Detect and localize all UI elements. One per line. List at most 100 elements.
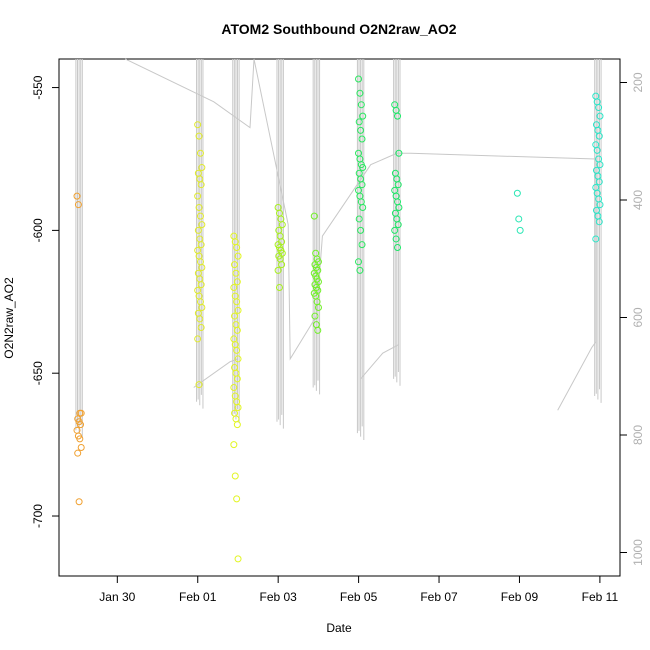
data-point-1-6 xyxy=(197,181,205,189)
data-point-1-1 xyxy=(195,132,203,140)
x-axis-label: Date xyxy=(326,621,352,635)
data-point-5-4 xyxy=(355,118,363,126)
data-point-2-7 xyxy=(230,284,238,292)
profile-track xyxy=(125,58,597,411)
y-tick-label: -550 xyxy=(31,75,45,99)
plot-area xyxy=(58,58,621,577)
data-point-4-18 xyxy=(311,312,319,320)
y-tick-label: -650 xyxy=(31,361,45,385)
data-point-5-0 xyxy=(355,75,363,83)
data-point-1-26 xyxy=(196,315,204,323)
data-point-8-6 xyxy=(595,132,603,140)
data-point-2-2 xyxy=(233,244,241,252)
data-point-6-14 xyxy=(391,226,399,234)
data-point-2-21 xyxy=(230,383,238,391)
data-point-6-2 xyxy=(394,112,402,120)
data-point-6-15 xyxy=(392,235,400,243)
data-point-3-13 xyxy=(278,261,286,269)
y2-tick-label: 1000 xyxy=(631,539,645,566)
data-point-0-3 xyxy=(77,409,85,417)
data-point-1-17 xyxy=(198,264,206,272)
data-point-5-2 xyxy=(357,101,365,109)
data-point-1-13 xyxy=(197,241,205,249)
data-point-5-3 xyxy=(359,112,367,120)
data-point-5-20 xyxy=(358,241,366,249)
data-point-5-10 xyxy=(359,164,367,172)
x-tick-label: Feb 03 xyxy=(259,590,297,604)
y2-tick-label: 800 xyxy=(631,425,645,445)
data-point-2-6 xyxy=(233,278,241,286)
x-tick-label: Jan 30 xyxy=(99,590,135,604)
data-point-6-6 xyxy=(394,181,402,189)
data-point-2-24 xyxy=(234,403,242,411)
data-point-2-30 xyxy=(233,495,241,503)
y2-axis: 200 400 600 800 1000 xyxy=(620,72,645,566)
data-point-2-31 xyxy=(234,555,242,563)
data-point-5-22 xyxy=(356,266,364,274)
profile-track2 xyxy=(193,358,239,388)
data-point-3-14 xyxy=(274,266,282,274)
data-point-2-17 xyxy=(234,355,242,363)
x-tick-label: Feb 09 xyxy=(501,590,539,604)
chart-title: ATOM2 Southbound O2N2raw_AO2 xyxy=(221,21,456,37)
data-point-7-2 xyxy=(516,226,524,234)
y2-tick-label: 600 xyxy=(631,307,645,327)
y2-tick-label: 200 xyxy=(631,72,645,92)
data-point-1-9 xyxy=(196,212,204,220)
data-point-0-9 xyxy=(76,435,84,443)
data-point-2-27 xyxy=(233,421,241,429)
data-point-2-4 xyxy=(231,261,239,269)
data-point-4-20 xyxy=(314,326,322,334)
data-point-5-5 xyxy=(357,126,365,134)
y-axis: -550 -600 -650 -700 xyxy=(31,75,59,528)
y-tick-label: -600 xyxy=(31,218,45,242)
x-tick-label: Feb 11 xyxy=(582,590,619,604)
profile-track3 xyxy=(360,344,400,380)
data-point-0-10 xyxy=(77,443,85,451)
data-point-1-3 xyxy=(198,164,206,172)
data-point-4-17 xyxy=(314,304,322,312)
data-point-0-11 xyxy=(74,449,82,457)
data-point-1-0 xyxy=(194,121,202,129)
data-point-2-20 xyxy=(233,375,241,383)
data-point-2-28 xyxy=(230,441,238,449)
data-point-5-18 xyxy=(355,215,363,223)
data-point-1-29 xyxy=(195,381,203,389)
data-point-1-28 xyxy=(194,335,202,343)
data-points xyxy=(73,75,604,563)
y2-tick-label: 400 xyxy=(631,190,645,210)
data-point-5-21 xyxy=(355,258,363,266)
data-point-2-3 xyxy=(234,252,242,260)
y-tick-label: -700 xyxy=(31,504,45,528)
data-point-2-5 xyxy=(232,269,240,277)
data-point-5-13 xyxy=(358,181,366,189)
data-point-1-11 xyxy=(194,226,202,234)
data-point-6-13 xyxy=(394,221,402,229)
y-axis-label: O2N2raw_AO2 xyxy=(2,277,16,359)
data-point-8-10 xyxy=(596,161,604,169)
data-point-8-20 xyxy=(595,218,603,226)
data-point-0-1 xyxy=(74,201,82,209)
x-tick-label: Feb 07 xyxy=(420,590,458,604)
data-point-0-12 xyxy=(75,498,83,506)
data-point-8-17 xyxy=(596,201,604,209)
data-point-5-17 xyxy=(359,204,367,212)
data-point-2-10 xyxy=(234,306,242,314)
data-point-1-8 xyxy=(195,204,203,212)
x-tick-label: Feb 05 xyxy=(340,590,378,604)
data-point-1-20 xyxy=(197,281,205,289)
data-point-5-6 xyxy=(358,135,366,143)
data-point-6-16 xyxy=(394,244,402,252)
data-point-2-29 xyxy=(231,472,239,480)
data-point-8-3 xyxy=(596,112,604,120)
profile-lines xyxy=(75,58,602,441)
data-point-8-13 xyxy=(595,178,603,186)
data-point-1-10 xyxy=(198,221,206,229)
data-point-3-3 xyxy=(278,221,286,229)
data-point-5-19 xyxy=(357,226,365,234)
data-point-2-13 xyxy=(233,326,241,334)
data-point-0-0 xyxy=(73,192,81,200)
data-point-7-0 xyxy=(513,189,521,197)
data-point-8-21 xyxy=(592,235,600,243)
